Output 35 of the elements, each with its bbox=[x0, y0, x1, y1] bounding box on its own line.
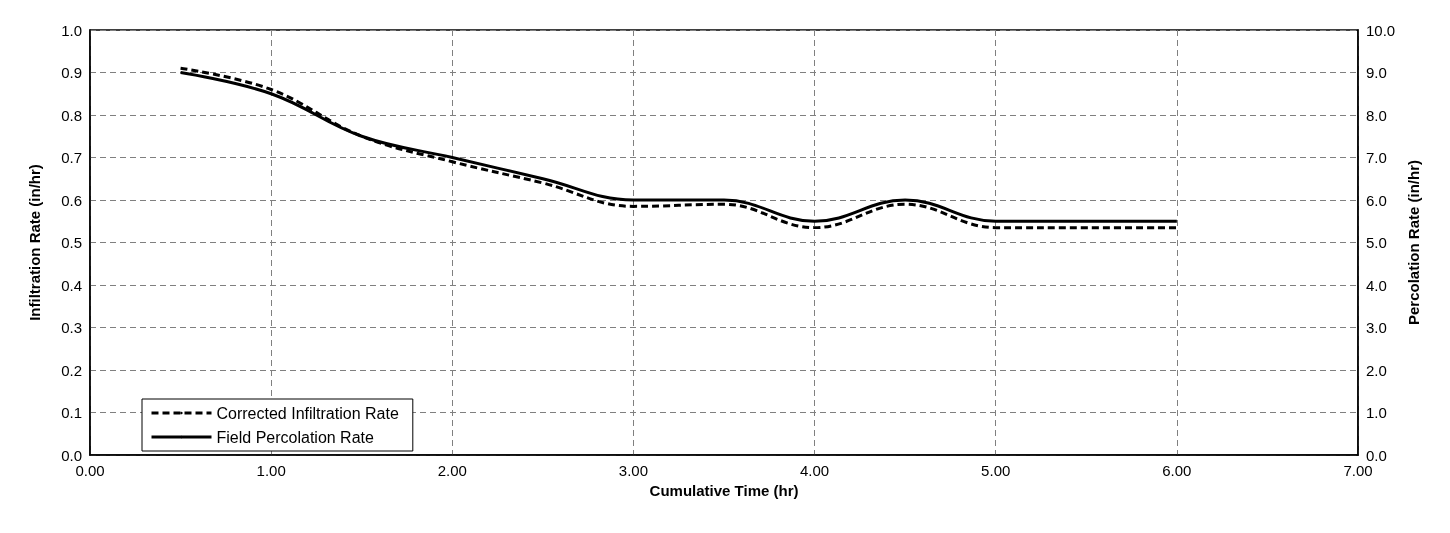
x-axis-title: Cumulative Time (hr) bbox=[649, 482, 799, 499]
x-tick-label: 4.00 bbox=[799, 462, 830, 479]
x-tick-label: 7.00 bbox=[1343, 462, 1373, 479]
y-tick-label: 1.0 bbox=[61, 21, 82, 39]
y2-tick-label: 3.0 bbox=[1366, 319, 1387, 336]
y2-tick-label: 0.0 bbox=[1366, 446, 1387, 464]
y2-tick-label: 6.0 bbox=[1366, 191, 1387, 209]
y2-tick-label: 5.0 bbox=[1366, 234, 1387, 251]
y2-tick-label: 2.0 bbox=[1366, 361, 1387, 379]
y-tick-label: 0.6 bbox=[61, 191, 82, 209]
y-tick-label: 0.2 bbox=[61, 361, 82, 379]
x-tick-label: 2.00 bbox=[437, 462, 467, 479]
y2-tick-label: 4.0 bbox=[1366, 276, 1387, 294]
y2-tick-label: 9.0 bbox=[1366, 64, 1387, 81]
y2-axis-title: Percolation Rate (in/hr) bbox=[1405, 159, 1423, 326]
y-tick-label: 0.8 bbox=[61, 106, 82, 124]
x-tick-label: 6.00 bbox=[1162, 462, 1192, 479]
y2-tick-label: 8.0 bbox=[1366, 106, 1387, 124]
y-tick-label: 0.3 bbox=[61, 319, 82, 336]
y-tick-label: 0.9 bbox=[61, 64, 82, 81]
y2-tick-label: 10.0 bbox=[1366, 21, 1396, 39]
y-tick-label: 0.7 bbox=[61, 149, 82, 166]
y2-tick-label: 7.0 bbox=[1366, 149, 1387, 166]
legend-label: Field Percolation Rate bbox=[216, 428, 375, 446]
y-tick-label: 0.1 bbox=[61, 404, 82, 421]
y-axis-title: Infiltration Rate (in/hr) bbox=[26, 164, 43, 321]
x-tick-label: 1.00 bbox=[256, 462, 286, 479]
x-tick-label: 3.00 bbox=[618, 462, 649, 479]
y2-tick-label: 1.0 bbox=[1366, 404, 1387, 421]
x-tick-label: 5.00 bbox=[981, 462, 1011, 479]
legend-label: Corrected Infiltration Rate bbox=[216, 404, 399, 422]
y-tick-label: 0.4 bbox=[61, 276, 82, 294]
y-tick-label: 0.5 bbox=[61, 234, 82, 251]
x-tick-label: 0.00 bbox=[75, 462, 105, 479]
y-tick-label: 0.0 bbox=[61, 446, 82, 464]
